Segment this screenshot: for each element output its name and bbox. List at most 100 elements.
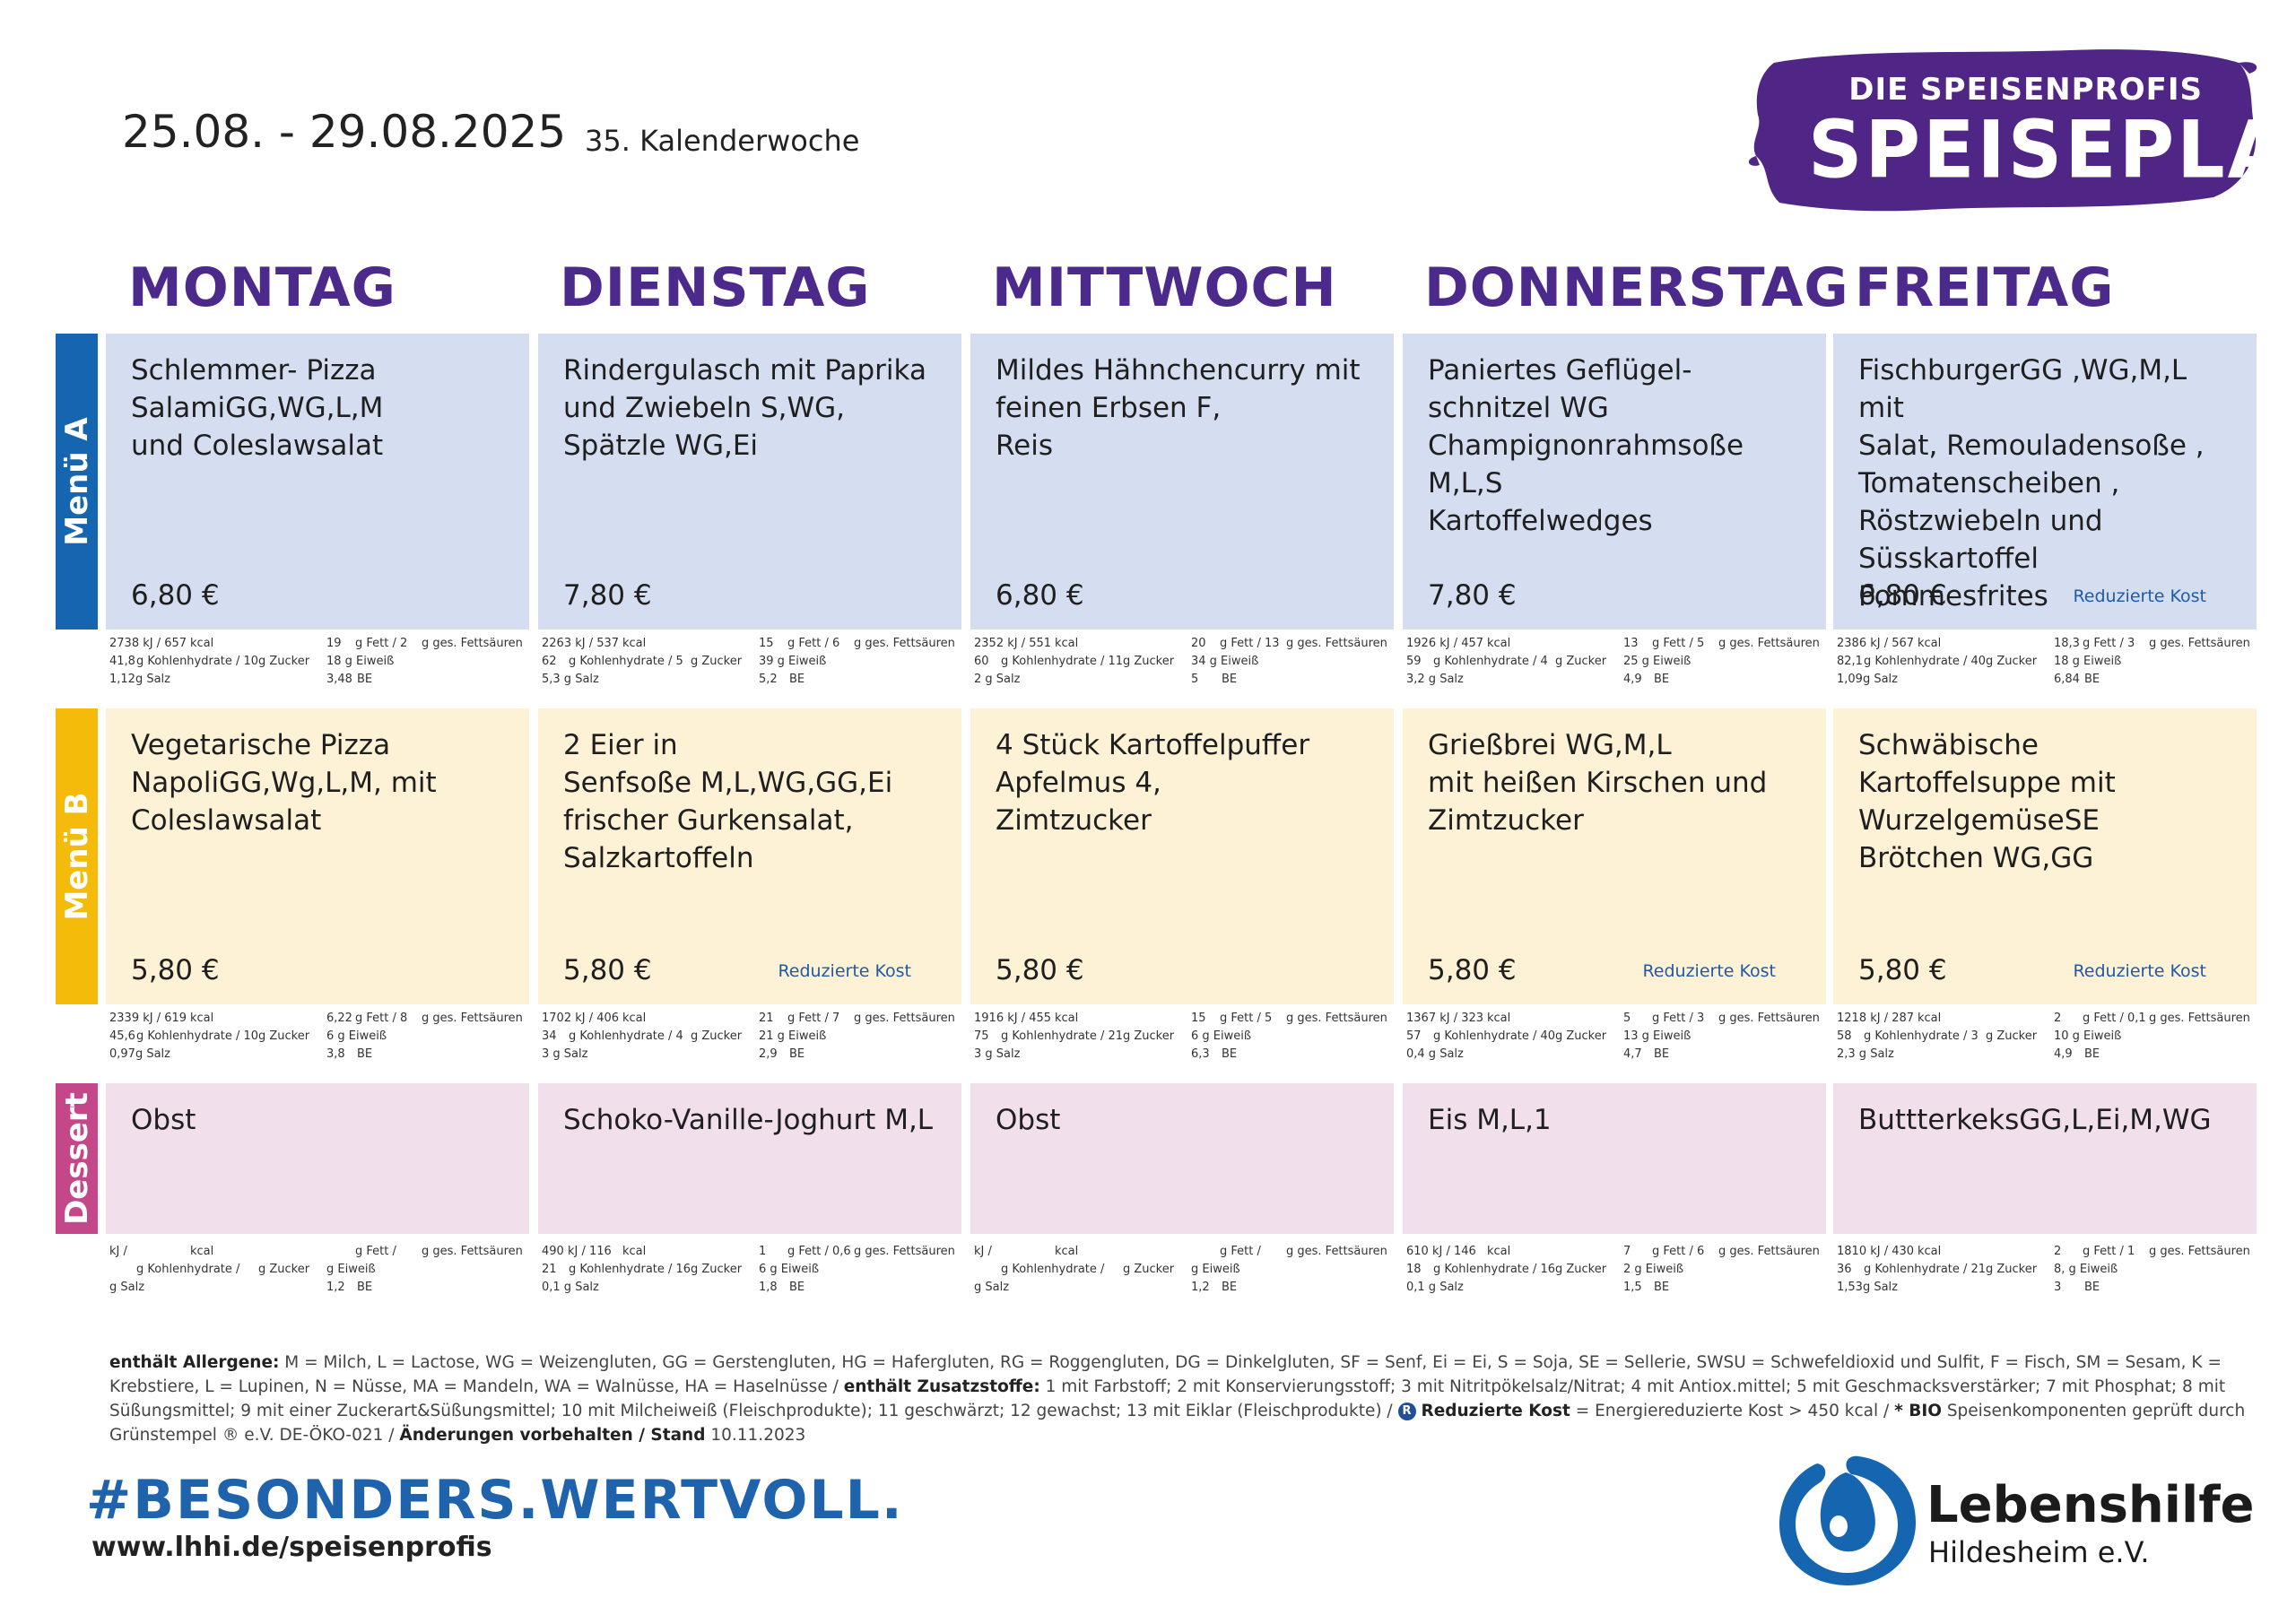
nutrition-be-label: BE xyxy=(789,673,805,686)
menu-a-cell-thursday: Paniertes Geflügel- schnitzel WG Champig… xyxy=(1403,334,1826,630)
nutrition-salt: 1,53g Salz xyxy=(1837,1281,1898,1294)
dessert-nutrition-tuesday: 490 kJ / 116 kcal 1 g Fett / 0,6 g ges. Fett… xyxy=(542,1243,965,1297)
nutrition-energy: 1926 kJ / 457 xyxy=(1406,637,1484,650)
nutrition-fat-label: g Fett / 3 xyxy=(1652,1012,1705,1025)
nutrition-sugar-label: g Zucker xyxy=(1986,655,2038,668)
nutrition-carbs-label: g Kohlenhydrate / 5 xyxy=(569,655,683,668)
dessert-cell-tuesday: Schoko-Vanille-Joghurt M,L xyxy=(538,1083,961,1234)
nutrition-carbs-label: g Kohlenhydrate / 10 xyxy=(136,655,259,668)
nutrition-salt: 1,12g Salz xyxy=(109,673,170,686)
menu-a-cell-monday: Schlemmer- Pizza SalamiGG,WG,L,M und Col… xyxy=(106,334,529,630)
org-place: Hildesheim e.V. xyxy=(1928,1535,2150,1569)
nutrition-saturated-label: g ges. Fettsäuren xyxy=(422,1245,523,1258)
nutrition-carbs-label: g Kohlenhydrate / 4 xyxy=(1433,655,1548,668)
nutrition-protein: 25 g Eiweiß xyxy=(1623,655,1692,668)
nutrition-saturated-label: g ges. Fettsäuren xyxy=(422,1012,523,1025)
nutrition-protein: 2 g Eiweiß xyxy=(1623,1263,1684,1276)
dish-name: Eis M,L,1 xyxy=(1428,1104,1552,1136)
nutrition-saturated-label: g ges. Fettsäuren xyxy=(2149,637,2250,650)
nutrition-energy: 2386 kJ / 567 xyxy=(1837,637,1915,650)
nutrition-sugar-label: g Zucker xyxy=(1123,1029,1175,1043)
menu-a-nutrition-friday: 2386 kJ / 567 kcal 18,3 g Fett / 3 g ges. Fe… xyxy=(1837,635,2260,689)
nutrition-fat-value: 2 xyxy=(2054,1245,2062,1258)
nutrition-fat-label: g Fett / 5 xyxy=(1220,1012,1273,1025)
brand-title: SPEISEPLAN xyxy=(1808,103,2296,196)
nutrition-fat-label: g Fett / 1 xyxy=(2083,1245,2135,1258)
nutrition-kcal-unit: kcal xyxy=(1055,1012,1079,1025)
nutrition-salt: 5,3 g Salz xyxy=(542,673,599,686)
nutrition-be-value: 4,7 xyxy=(1623,1047,1642,1061)
nutrition-fat-label: g Fett / 0,1 xyxy=(2083,1012,2146,1025)
row-label-menu-b: Menü B xyxy=(56,708,98,1004)
row-label-menu-a-text: Menü A xyxy=(58,417,95,546)
day-header-tuesday: DIENSTAG xyxy=(560,256,871,319)
nutrition-be-value: 1,2 xyxy=(326,1281,345,1294)
nutrition-protein: 13 g Eiweiß xyxy=(1623,1029,1692,1043)
nutrition-energy: 1367 kJ / 323 xyxy=(1406,1012,1484,1025)
nutrition-carbs-value: 18 xyxy=(1406,1263,1422,1276)
nutrition-carbs-value: 36 xyxy=(1837,1263,1852,1276)
nutrition-saturated-label: g ges. Fettsäuren xyxy=(854,1245,955,1258)
dish-name: Vegetarische Pizza NapoliGG,Wg,L,M, mit … xyxy=(131,729,437,837)
nutrition-salt: 3 g Salz xyxy=(974,1047,1021,1061)
nutrition-protein: g Eiweiß xyxy=(1191,1263,1240,1276)
nutrition-salt: 3,2 g Salz xyxy=(1406,673,1464,686)
nutrition-be-label: BE xyxy=(1222,1281,1238,1294)
nutrition-be-label: BE xyxy=(2084,673,2100,686)
nutrition-protein: 21 g Eiweiß xyxy=(759,1029,827,1043)
dish-name: Schoko-Vanille-Joghurt M,L xyxy=(563,1104,934,1136)
allergen-legend: enthält Allergene: M = Milch, L = Lactos… xyxy=(109,1350,2253,1447)
nutrition-be-label: BE xyxy=(357,1281,373,1294)
nutrition-be-value: 1,8 xyxy=(759,1281,778,1294)
nutrition-kcal-unit: kcal xyxy=(190,637,214,650)
menu-b-nutrition-thursday: 1367 kJ / 323 kcal 5 g Fett / 3 g ges. Fetts… xyxy=(1406,1010,1830,1064)
dish-price: 5,80 € xyxy=(131,954,220,986)
nutrition-fat-value: 15 xyxy=(1191,1012,1206,1025)
nutrition-saturated-label: g ges. Fettsäuren xyxy=(2149,1012,2250,1025)
nutrition-fat-value: 1 xyxy=(759,1245,767,1258)
reduced-diet-label: Reduzierte Kost xyxy=(1642,961,1776,981)
dish-name: 4 Stück Kartoffelpuffer Apfelmus 4, Zimt… xyxy=(996,729,1310,837)
dish-name: Rindergulasch mit Paprika und Zwiebeln S… xyxy=(563,354,926,462)
date-range: 25.08. - 29.08.2025 xyxy=(122,106,567,158)
nutrition-carbs-label: g Kohlenhydrate / xyxy=(1001,1263,1105,1276)
changes-date: 10.11.2023 xyxy=(705,1426,806,1445)
nutrition-be-value: 4,9 xyxy=(1623,673,1642,686)
menu-a-nutrition-wednesday: 2352 kJ / 551 kcal 20 g Fett / 13 g ges. Fet… xyxy=(974,635,1397,689)
additive-text: 1 mit Farbstoff; 2 mit Konservierungssto… xyxy=(109,1377,2226,1420)
day-header-thursday: DONNERSTAG xyxy=(1424,256,1849,319)
speiseplan-brand-badge: DIE SPEISENPROFIS SPEISEPLAN xyxy=(1747,43,2296,219)
nutrition-be-value: 1,2 xyxy=(1191,1281,1210,1294)
nutrition-kcal-unit: kcal xyxy=(1918,637,1942,650)
nutrition-energy: 1702 kJ / 406 xyxy=(542,1012,620,1025)
nutrition-carbs-value: 57 xyxy=(1406,1029,1422,1043)
nutrition-fat-label: g Fett / 7 xyxy=(787,1012,840,1025)
nutrition-salt: g Salz xyxy=(109,1281,145,1294)
nutrition-sugar-label: g Zucker xyxy=(1123,655,1175,668)
nutrition-fat-label: g Fett / 2 xyxy=(355,637,408,650)
bio-label: * BIO xyxy=(1894,1402,1942,1420)
nutrition-energy: kJ / xyxy=(974,1245,992,1258)
dish-price: 7,80 € xyxy=(1428,579,1517,612)
nutrition-carbs-label: g Kohlenhydrate / 40 xyxy=(1433,1029,1556,1043)
nutrition-be-value: 6,3 xyxy=(1191,1047,1210,1061)
nutrition-protein: 8, g Eiweiß xyxy=(2054,1263,2118,1276)
bio-text: Speisenkomponenten geprüft durch Grünste… xyxy=(109,1402,2246,1445)
menu-b-cell-wednesday: 4 Stück Kartoffelpuffer Apfelmus 4, Zimt… xyxy=(970,708,1394,1004)
nutrition-fat-value: 13 xyxy=(1623,637,1639,650)
dish-price: 7,80 € xyxy=(563,579,652,612)
nutrition-kcal-unit: kcal xyxy=(190,1245,214,1258)
nutrition-salt: 0,4 g Salz xyxy=(1406,1047,1464,1061)
menu-b-cell-friday: Schwäbische Kartoffelsuppe mit Wurzelgem… xyxy=(1833,708,2257,1004)
nutrition-be-label: BE xyxy=(357,673,373,686)
nutrition-energy: kJ / xyxy=(109,1245,127,1258)
nutrition-carbs-label: g Kohlenhydrate / 40 xyxy=(1864,655,1987,668)
nutrition-fat-label: g Fett / 13 xyxy=(1220,637,1280,650)
dish-name: Grießbrei WG,M,L mit heißen Kirschen und… xyxy=(1428,729,1768,837)
nutrition-salt: 0,97g Salz xyxy=(109,1047,170,1061)
menu-a-cell-tuesday: Rindergulasch mit Paprika und Zwiebeln S… xyxy=(538,334,961,630)
nutrition-energy: 1916 kJ / 455 xyxy=(974,1012,1052,1025)
nutrition-carbs-label: g Kohlenhydrate / 21 xyxy=(1001,1029,1124,1043)
website-link[interactable]: www.lhhi.de/speisenprofis xyxy=(91,1532,492,1563)
nutrition-energy: 1218 kJ / 287 xyxy=(1837,1012,1915,1025)
